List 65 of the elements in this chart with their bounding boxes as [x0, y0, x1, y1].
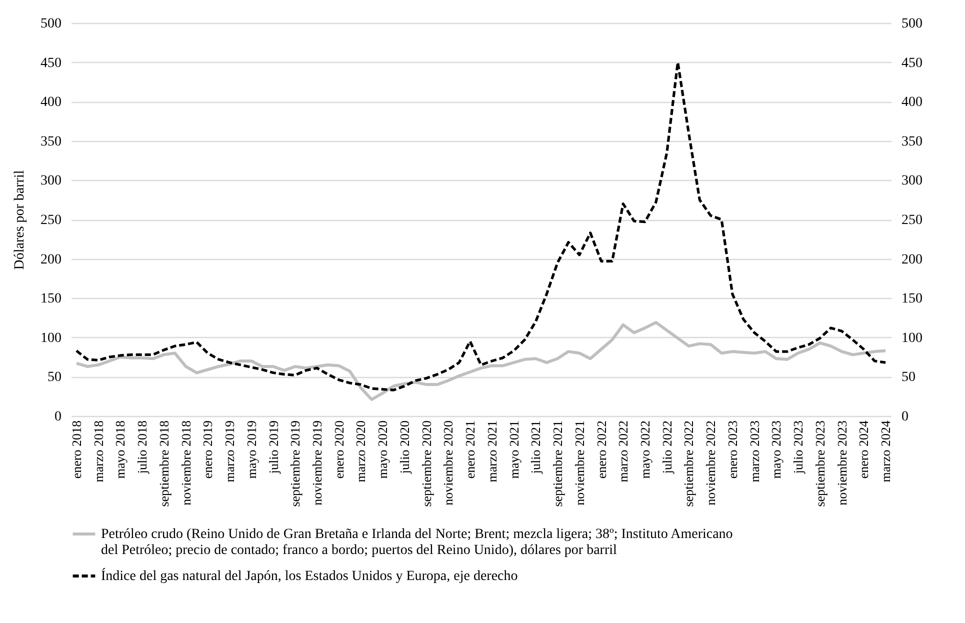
- y-tick-label: 50: [48, 370, 62, 386]
- x-tick-label: marzo 2022: [616, 420, 631, 482]
- y-tick-label: 400: [40, 95, 62, 110]
- x-tick-label: septiembre 2019: [288, 420, 303, 507]
- y-tick-label: 250: [40, 213, 62, 228]
- legend-label: Petróleo crudo (Reino Unido de Gran Bretaña e Irlanda del Norte; Brent; mezcla ligera; 38º; Instituto Americano del Petróleo; precio de contado; franco a bordo; puertos del Reino Unido), dólares por barril: [101, 527, 733, 558]
- y2-tick-label: 350: [902, 134, 922, 150]
- y2-tick-label: 400: [902, 95, 922, 110]
- y-tick-label: 100: [40, 330, 62, 346]
- y2-tick-label: 100: [902, 330, 922, 346]
- x-tick-label: enero 2021: [462, 420, 478, 479]
- x-tick-label: mayo 2021: [506, 420, 522, 479]
- x-tick-label: julio 2020: [396, 420, 412, 475]
- x-tick-label: mayo 2018: [112, 420, 128, 479]
- x-tick-label: noviembre 2019: [310, 420, 324, 506]
- x-tick-label: marzo 2020: [353, 420, 368, 482]
- x-tick-label: julio 2023: [790, 420, 806, 475]
- y-tick-label: 300: [40, 174, 62, 189]
- x-tick-label: julio 2019: [266, 420, 281, 475]
- x-tick-label: noviembre 2020: [440, 420, 456, 506]
- x-tick-label: mayo 2020: [375, 420, 390, 479]
- x-tick-label: enero 2020: [331, 420, 346, 479]
- y2-tick-label: 50: [902, 370, 916, 386]
- x-tick-label: marzo 2019: [222, 420, 238, 482]
- y2-tick-label: 300: [902, 174, 922, 189]
- y-tick-label: 0: [54, 410, 62, 424]
- x-tick-label: enero 2022: [594, 420, 609, 479]
- y2-tick-label: 250: [902, 213, 922, 228]
- x-tick-label: mayo 2023: [768, 420, 784, 479]
- x-tick-label: mayo 2019: [244, 420, 259, 479]
- x-tick-label: noviembre 2022: [703, 420, 718, 506]
- x-tick-label: noviembre 2018: [178, 420, 194, 506]
- x-tick-label: julio 2022: [659, 420, 674, 475]
- legend-label: Índice del gas natural del Japón, los Estados Unidos y Europa, eje derecho: [101, 567, 518, 584]
- y2-tick-label: 150: [902, 292, 922, 307]
- y2-tick-label: 0: [902, 410, 908, 424]
- x-tick-label: marzo 2024: [878, 420, 894, 482]
- x-tick-label: marzo 2018: [90, 420, 106, 482]
- y-tick-label: 150: [40, 292, 62, 307]
- y2-tick-label: 450: [902, 56, 922, 71]
- x-tick-label: enero 2023: [724, 420, 740, 479]
- y2-tick-label: 500: [902, 16, 922, 32]
- x-tick-label: septiembre 2018: [156, 420, 172, 507]
- x-tick-label: septiembre 2023: [812, 420, 828, 507]
- x-tick-label: julio 2018: [134, 420, 150, 475]
- x-tick-label: enero 2018: [68, 420, 84, 479]
- y-axis-title: Dólares por barril: [12, 170, 28, 270]
- x-tick-label: marzo 2023: [746, 420, 762, 482]
- x-tick-label: septiembre 2022: [681, 420, 696, 507]
- x-tick-label: septiembre 2020: [418, 420, 434, 507]
- y-tick-label: 350: [40, 134, 62, 150]
- y2-tick-label: 200: [902, 252, 922, 268]
- y-tick-label: 200: [40, 252, 62, 268]
- line-series: [74, 320, 888, 401]
- y-tick-label: 450: [40, 56, 62, 71]
- x-tick-label: enero 2024: [856, 420, 872, 479]
- line-series: [75, 61, 887, 392]
- x-tick-label: enero 2019: [200, 420, 216, 479]
- x-tick-label: mayo 2022: [638, 420, 652, 479]
- x-tick-label: noviembre 2021: [572, 420, 587, 506]
- y-tick-label: 500: [40, 16, 62, 32]
- x-tick-label: julio 2021: [528, 420, 544, 475]
- x-tick-label: marzo 2021: [484, 420, 500, 482]
- x-tick-label: septiembre 2021: [550, 420, 566, 507]
- x-tick-label: noviembre 2023: [834, 420, 850, 506]
